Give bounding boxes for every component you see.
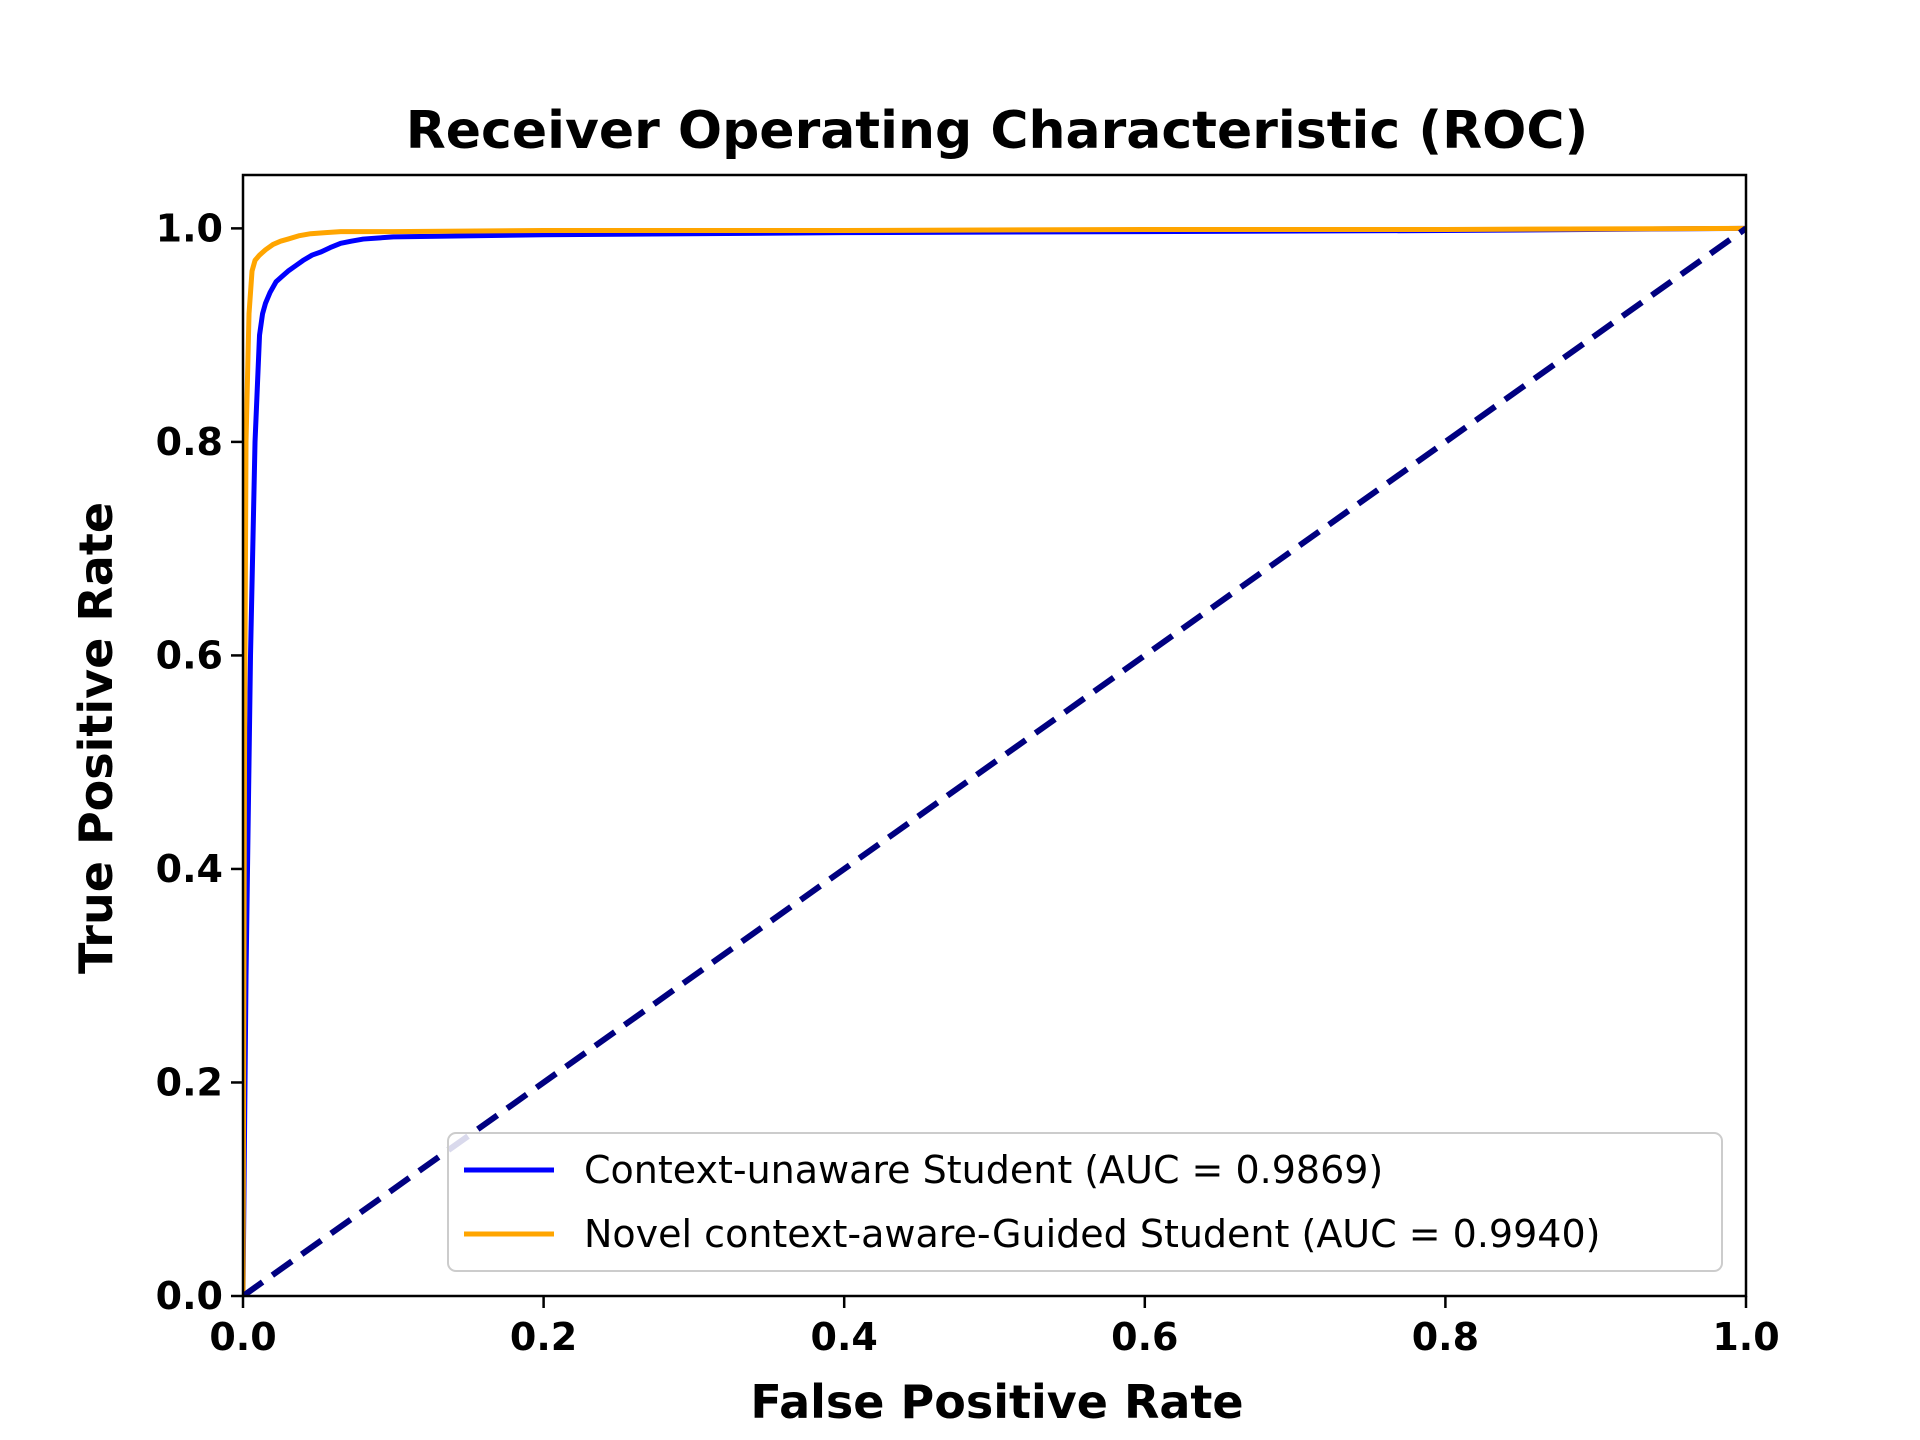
legend-box	[447, 1132, 1723, 1272]
legend: Context-unaware Student (AUC = 0.9869) No…	[447, 1132, 1723, 1272]
y-tick-label: 0.0	[156, 1274, 223, 1318]
y-tick-label: 0.4	[156, 847, 223, 891]
x-tick-label: 0.8	[1412, 1315, 1479, 1359]
y-tick-label: 0.2	[156, 1060, 223, 1104]
legend-entry: Context-unaware Student (AUC = 0.9869)	[584, 1148, 1383, 1192]
plot-area: 0.0 0.2 0.4 0.6 0.8 1.0 0.0 0.2 0.4 0.6 0.8 1.0	[156, 173, 1780, 1359]
series-line-1	[243, 225, 1746, 1296]
series-line-0	[243, 225, 1746, 1296]
y-tick-label: 1.0	[156, 206, 223, 250]
x-tick-label: 0.6	[1111, 1315, 1178, 1359]
x-tick-label: 0.4	[811, 1315, 878, 1359]
y-axis-label: True Positive Rate	[69, 502, 123, 974]
plot-frame	[241, 173, 1748, 1298]
legend-entry: Novel context-aware-Guided Student (AUC …	[584, 1212, 1600, 1256]
chart-title: Receiver Operating Characteristic (ROC)	[406, 101, 1589, 161]
x-tick-label: 1.0	[1712, 1315, 1779, 1359]
y-tick-label: 0.8	[156, 420, 223, 464]
x-axis-label: False Positive Rate	[750, 1375, 1243, 1429]
x-tick-label: 0.0	[209, 1315, 276, 1359]
series-line-2	[243, 225, 1746, 1296]
y-tick-label: 0.6	[156, 633, 223, 677]
x-tick-label: 0.2	[510, 1315, 577, 1359]
